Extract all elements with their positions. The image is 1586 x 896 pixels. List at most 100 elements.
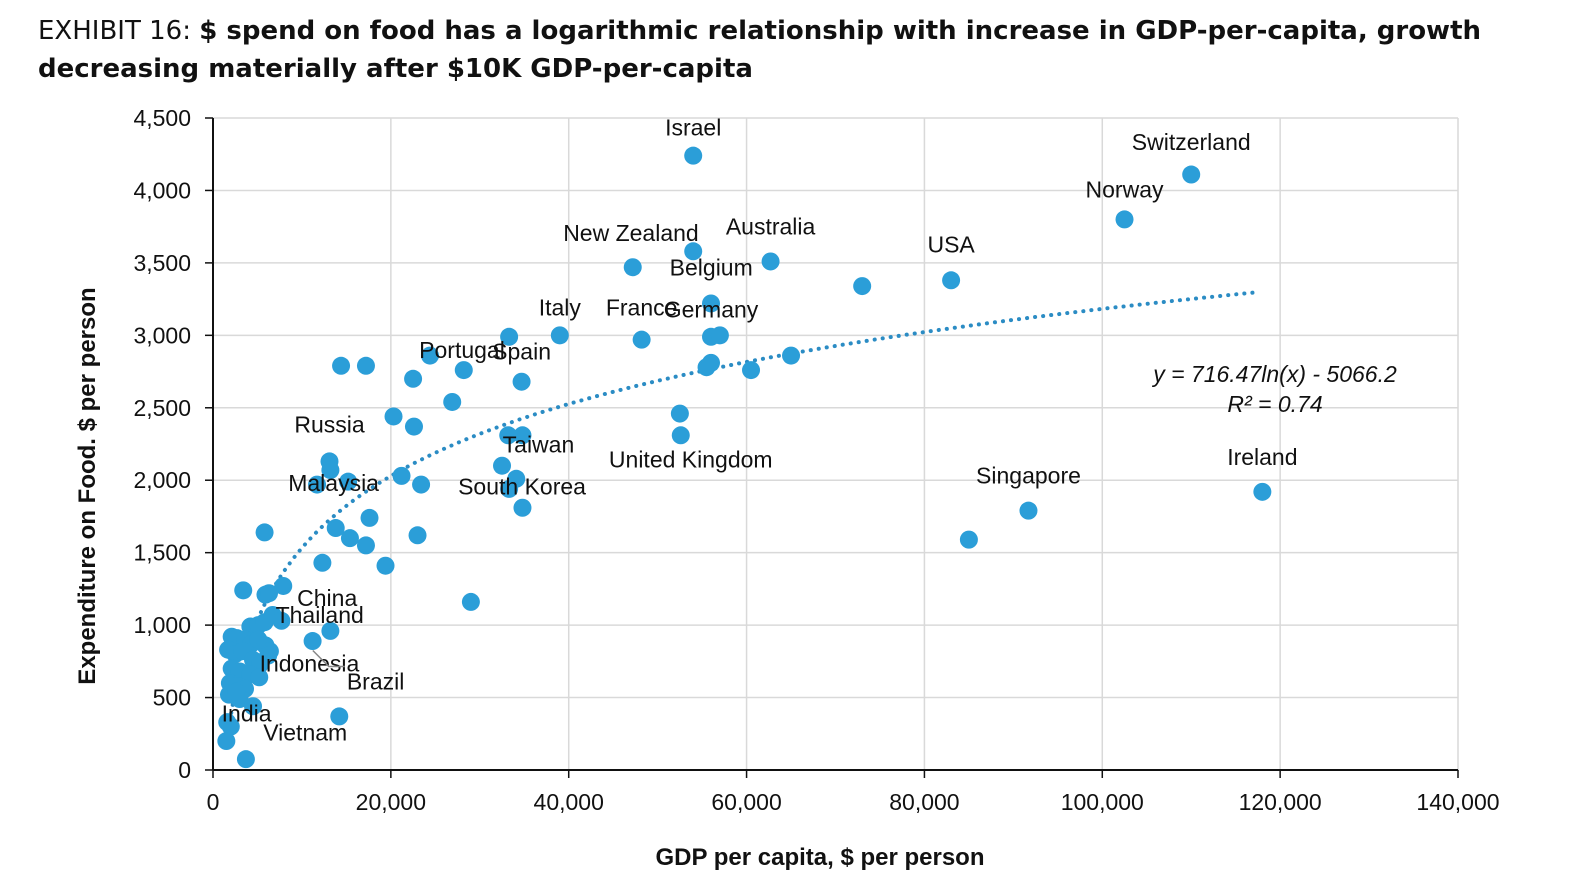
data-point — [1115, 210, 1134, 229]
data-points — [217, 146, 1272, 769]
data-point — [420, 346, 439, 365]
x-tick-label: 60,000 — [711, 789, 781, 815]
data-point — [340, 529, 359, 548]
data-point — [623, 258, 642, 277]
y-tick-label: 2,500 — [133, 395, 191, 421]
data-point — [408, 526, 427, 545]
data-point — [313, 553, 332, 572]
country-labels: Israel Switzerland Norway New Zealand Austra… — [222, 115, 1298, 746]
country-label: USA — [927, 231, 975, 257]
y-tick-label: 0 — [178, 757, 191, 783]
country-label: Germany — [664, 296, 759, 322]
x-tick-label: 80,000 — [889, 789, 959, 815]
y-tick-label: 4,500 — [133, 105, 191, 131]
country-label: South Korea — [458, 474, 586, 500]
country-label: Portugal — [419, 337, 505, 363]
country-label: Italy — [539, 294, 582, 320]
data-point — [461, 592, 480, 611]
country-label: Vietnam — [263, 719, 347, 745]
data-point — [761, 252, 780, 271]
data-point — [742, 361, 761, 380]
data-point — [513, 426, 532, 445]
country-label: Switzerland — [1132, 129, 1251, 155]
data-point — [513, 498, 532, 517]
data-point — [272, 611, 291, 630]
x-tick-label: 140,000 — [1416, 789, 1499, 815]
trendline-group — [224, 290, 1256, 747]
y-tick-label: 1,000 — [133, 612, 191, 638]
data-point — [1253, 482, 1272, 501]
data-point — [710, 326, 729, 345]
data-point — [853, 277, 872, 296]
data-point — [217, 732, 236, 751]
data-point — [500, 479, 519, 498]
trendline-equation: y = 716.47ln(x) - 5066.2 — [1151, 361, 1397, 387]
data-point — [321, 461, 340, 480]
data-point — [221, 717, 240, 736]
data-point — [339, 472, 358, 491]
country-label: Australia — [726, 213, 816, 239]
data-point — [308, 475, 327, 494]
trendline — [224, 290, 1256, 747]
country-label: Brazil — [347, 668, 405, 694]
data-point — [499, 426, 518, 445]
country-label: India — [222, 700, 272, 726]
data-point — [443, 392, 462, 411]
data-point — [326, 519, 345, 538]
y-axis-title: Expenditure on Food. $ per person — [74, 287, 101, 684]
data-point — [1182, 165, 1201, 184]
data-point — [500, 327, 519, 346]
x-tick-label: 0 — [207, 789, 220, 815]
data-point — [244, 697, 263, 716]
country-label: Russia — [294, 411, 365, 437]
data-point — [697, 358, 716, 377]
data-point — [260, 584, 279, 603]
data-point — [234, 581, 253, 600]
country-label: Ireland — [1227, 444, 1297, 470]
data-point — [255, 523, 274, 542]
data-point — [670, 404, 689, 423]
y-tick-label: 3,500 — [133, 250, 191, 276]
country-label: Malaysia — [288, 470, 379, 496]
country-label: Israel — [665, 115, 721, 141]
country-label: China — [297, 585, 357, 611]
x-tick-label: 120,000 — [1239, 789, 1322, 815]
data-point — [404, 369, 423, 388]
country-label: Indonesia — [260, 650, 360, 676]
data-point — [274, 576, 293, 595]
data-point — [404, 417, 423, 436]
data-point — [332, 356, 351, 375]
country-label: Belgium — [670, 254, 753, 280]
country-label: Thailand — [276, 602, 364, 628]
data-point — [303, 632, 322, 651]
grid-lines — [213, 117, 1459, 770]
trendline-r2: R² = 0.74 — [1227, 391, 1322, 417]
data-point — [321, 621, 340, 640]
y-tick-label: 1,500 — [133, 540, 191, 566]
x-axis-title: GDP per capita, $ per person — [655, 844, 984, 871]
country-label: United Kingdom — [609, 446, 773, 472]
data-point — [330, 707, 349, 726]
data-point — [392, 466, 411, 485]
data-point — [255, 613, 274, 632]
country-label: New Zealand — [563, 220, 699, 246]
data-point — [236, 750, 255, 769]
country-label: France — [606, 295, 678, 321]
data-point — [959, 530, 978, 549]
data-point — [259, 646, 278, 665]
exhibit-number: EXHIBIT 16: — [38, 16, 191, 46]
data-point — [942, 271, 961, 290]
x-tick-label: 40,000 — [534, 789, 604, 815]
data-point — [684, 242, 703, 261]
y-tick-label: 500 — [153, 685, 191, 711]
data-point — [454, 361, 473, 380]
data-point — [227, 682, 246, 701]
data-point — [493, 456, 512, 475]
country-label: Singapore — [976, 463, 1081, 489]
data-point — [671, 426, 690, 445]
chart-title: $ spend on food has a logarithmic relati… — [38, 16, 1482, 84]
data-point — [702, 294, 720, 313]
data-point — [360, 508, 379, 527]
data-point — [356, 356, 375, 375]
